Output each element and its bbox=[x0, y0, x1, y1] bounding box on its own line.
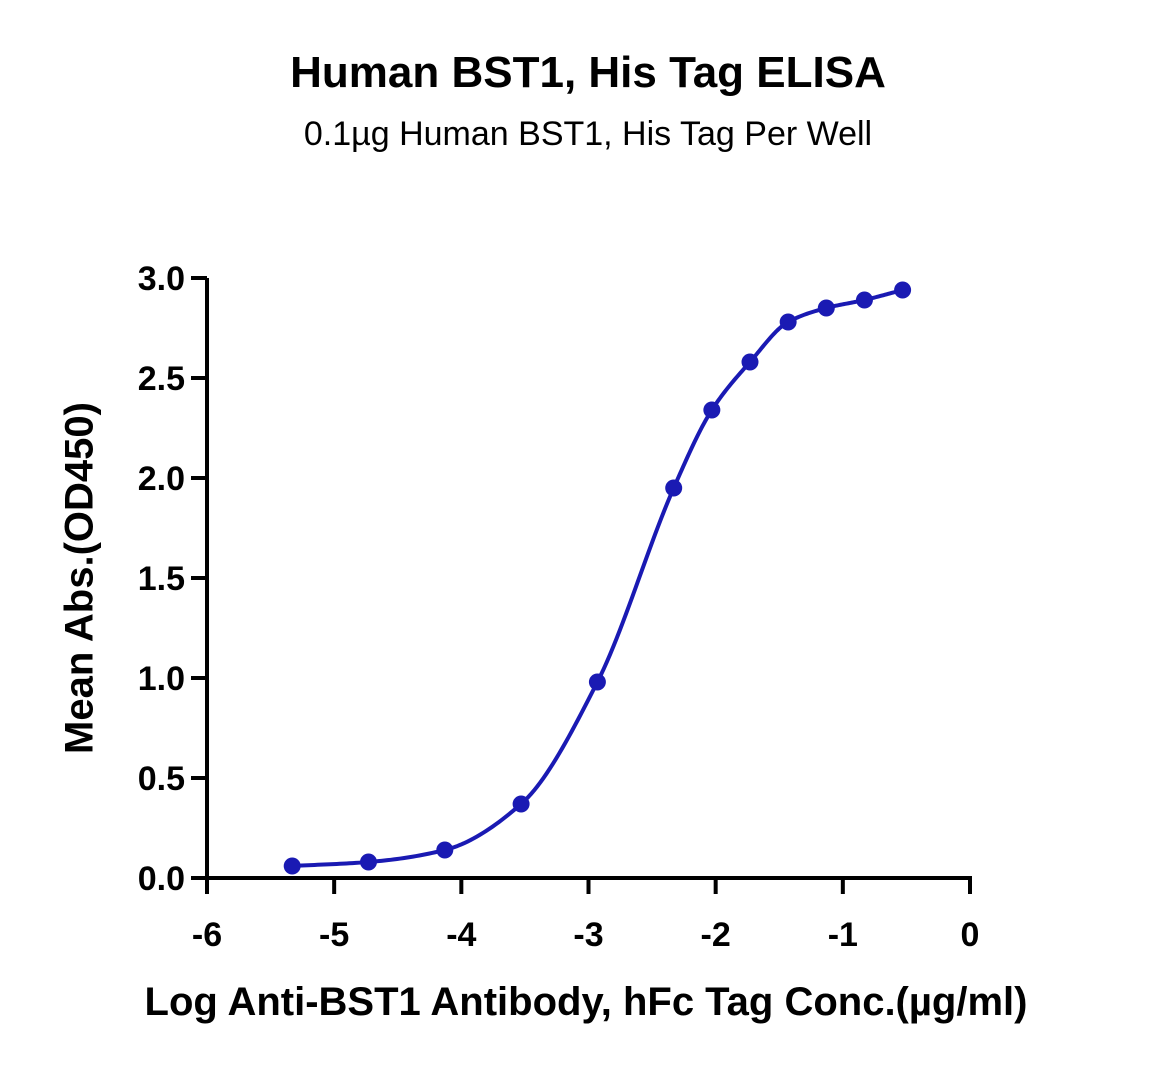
x-axis-label: Log Anti-BST1 Antibody, hFc Tag Conc.(µg… bbox=[144, 980, 1028, 1024]
data-point bbox=[894, 281, 912, 299]
x-tick-label: -3 bbox=[573, 916, 603, 954]
y-tick-label: 1.0 bbox=[138, 660, 185, 698]
data-point bbox=[283, 857, 301, 875]
data-point bbox=[703, 401, 721, 419]
chart-title: Human BST1, His Tag ELISA bbox=[290, 48, 886, 97]
fit-curve-layer bbox=[292, 288, 904, 868]
x-tick-label: -5 bbox=[319, 916, 349, 954]
x-tick-label: -2 bbox=[701, 916, 731, 954]
data-point bbox=[665, 479, 683, 497]
data-points-layer bbox=[283, 281, 912, 875]
data-point bbox=[741, 353, 759, 371]
x-tick-label: -1 bbox=[828, 916, 858, 954]
y-tick-label: 2.5 bbox=[138, 360, 185, 398]
y-tick-label: 1.5 bbox=[138, 560, 185, 598]
data-point bbox=[436, 841, 454, 859]
chart-subtitle: 0.1µg Human BST1, His Tag Per Well bbox=[303, 115, 873, 153]
fit-curve bbox=[292, 288, 904, 868]
x-tick-label: 0 bbox=[961, 916, 980, 954]
data-point bbox=[779, 313, 797, 331]
y-tick-label: 2.0 bbox=[138, 460, 185, 498]
data-point bbox=[512, 795, 530, 813]
y-tick-label: 0.5 bbox=[138, 760, 185, 798]
y-tick-label: 3.0 bbox=[138, 260, 185, 298]
y-tick-label: 0.0 bbox=[138, 860, 185, 898]
x-tick-label: -6 bbox=[192, 916, 222, 954]
axes: 0.0 0.5 1.0 1.5 2.0 2.5 3.0 -6 -5 -4 -3 -2 -1 0 bbox=[138, 260, 980, 954]
data-point bbox=[360, 853, 378, 871]
data-point bbox=[855, 291, 873, 309]
x-tick-label: -4 bbox=[446, 916, 476, 954]
data-point bbox=[588, 673, 606, 691]
data-point bbox=[817, 299, 835, 317]
